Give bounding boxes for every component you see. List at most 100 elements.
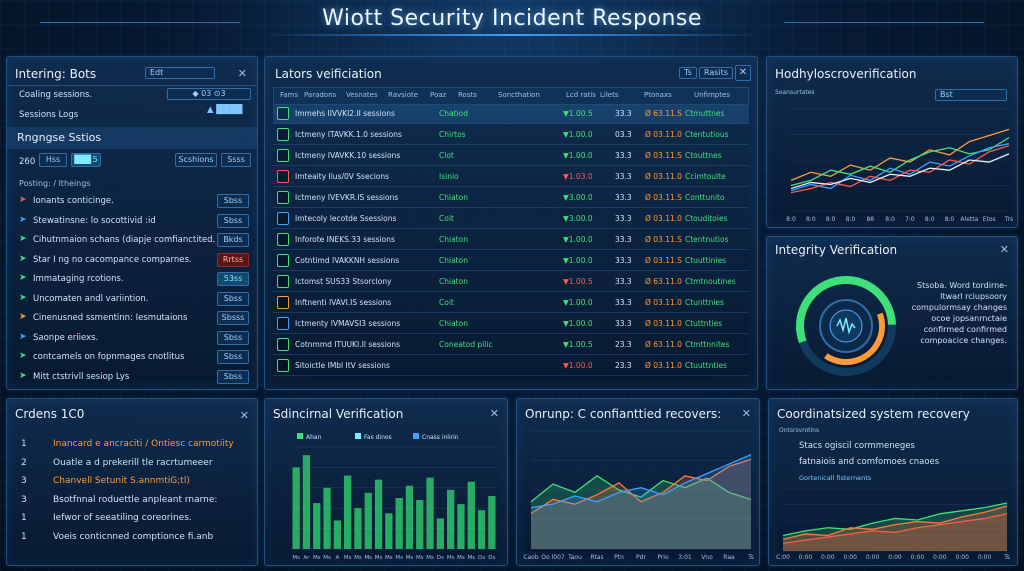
order-number: 3 (21, 494, 27, 505)
close-icon[interactable]: ✕ (741, 407, 751, 420)
item-action-button[interactable]: Sbss (217, 194, 249, 208)
item-action-button[interactable]: Sbss (217, 291, 249, 306)
cell-v3: Ø 03.11.S (645, 151, 682, 160)
cell-name: Inftnenti IVAVI.IS sessions (295, 298, 392, 307)
table-row[interactable]: Ictmeny ITAVKK.1.0 sessions Chirtos ▼1.00.… (273, 126, 749, 145)
table-row[interactable]: Imteaity Ilus/0V Ssecions Isinio ▼1.03.0 33… (273, 168, 749, 187)
series-area (783, 513, 1007, 551)
item-icon: ➤ (19, 253, 27, 264)
cell-v2: 33.3 (615, 172, 632, 181)
legend-swatch (355, 433, 361, 439)
column-header[interactable]: Vesnates (346, 91, 378, 99)
close-icon[interactable]: ✕ (999, 243, 1009, 256)
cell-tag: Ctunttnies (685, 298, 724, 307)
row-status-icon (277, 317, 289, 330)
close-icon[interactable]: ✕ (239, 409, 249, 422)
x-tick-label: 0:00 (933, 554, 947, 561)
row-status-icon (277, 275, 289, 288)
column-header[interactable]: Ptonaxs (644, 91, 672, 99)
filter-button-2[interactable]: ██▊5 (71, 153, 101, 167)
x-tick-label: Ms (416, 555, 424, 561)
ts-button[interactable]: Ts (679, 67, 697, 79)
column-header[interactable]: Unfimptes (694, 91, 730, 99)
item-action-button[interactable]: Sbss (217, 213, 249, 228)
row-status-icon (277, 107, 289, 120)
y-axis-label: Soansurtates (775, 89, 815, 96)
gauge-orange-arc (807, 287, 885, 365)
row-value-field[interactable]: ◆ 03 ⊙3 (167, 88, 251, 100)
bar (457, 504, 465, 549)
table-row[interactable]: Sitoictle IMbl ItV sessions ▼1.00.0 23.3 Ø … (273, 357, 749, 376)
row-label: Sessions Logs (19, 110, 79, 120)
bar (323, 487, 331, 549)
list-item: Uncomaten andl variintion. (33, 293, 149, 304)
item-action-button[interactable]: Sbsss (217, 311, 249, 325)
table-row[interactable]: Imtecoly Iecotde Ssessions Coit ▼3.00.0 33.… (273, 210, 749, 229)
chip-field[interactable]: Bst (935, 89, 1007, 101)
close-icon[interactable]: ✕ (735, 65, 751, 81)
cell-name: Immehs IIVVKI2.II sessions (295, 109, 395, 118)
cell-status: Chiaton (439, 235, 468, 244)
table-row[interactable]: Inftnenti IVAVI.IS sessions Coit ▼1.00.0 33… (273, 294, 749, 313)
column-header[interactable]: Fams (280, 91, 299, 99)
x-tick-label: Ms (323, 555, 331, 561)
order-item[interactable]: Voeis conticnned comptionce fi.anb (53, 531, 214, 542)
list-item: Saonpe eriiexs. (33, 332, 99, 343)
edit-button[interactable]: Edt (145, 67, 215, 79)
item-action-button[interactable]: Rrtss (217, 252, 249, 267)
close-icon[interactable]: ✕ (237, 67, 247, 80)
item-action-button[interactable]: Sbss (217, 330, 249, 345)
table-row[interactable]: Cotntimd IVAKKNH sessions Chiaton ▼1.00.0 3… (273, 252, 749, 271)
table-row[interactable]: Ictmeny IVEVKR.IS sessions Chiaton ▼3.00.0… (273, 189, 749, 208)
order-item[interactable]: Inancard e ancraciti / Ontiesc carmotiit… (53, 439, 234, 449)
table-row[interactable]: Cotnmmd ITUUKI.II sessions Coneatod pilic… (273, 336, 749, 355)
bar-chart: Ms Ar Ms Ms A Ms Ms Ms Ms Ms Ms Ms Ms Ms Ds Ms Ms Ms Ds DsA… (291, 433, 497, 561)
table-row[interactable]: Ictmenty IVMAVSI3 sessions Chiaton ▼1.00.0… (273, 315, 749, 334)
table-row[interactable]: Ictomst SUS33 Stsorclony Chiaton ▼1.00.5 33… (273, 273, 749, 292)
order-item[interactable]: Iefwor of seeatiling coreorines. (53, 513, 192, 523)
table-row[interactable]: Inforote INEKS.33 sessions Chiaton ▼1.00.0… (273, 231, 749, 250)
column-header[interactable]: Paradons (304, 91, 337, 99)
order-item[interactable]: Ouatle a d prekerill tle racrtumeeer (53, 457, 213, 468)
order-item[interactable]: Bsotfnnal roduettle anpleant rnarne: (53, 494, 218, 505)
cell-status: Chiaton (439, 256, 468, 265)
cell-status: Chatiod (439, 109, 468, 118)
close-icon[interactable]: ✕ (489, 407, 499, 420)
cell-v1: ▼1.00.5 (563, 109, 593, 118)
x-tick-label: 0:00 (911, 554, 925, 561)
cell-status: Coit (439, 298, 454, 307)
bar (467, 481, 475, 549)
column-header[interactable]: Soncthation (498, 91, 540, 99)
bar (354, 508, 362, 549)
cell-name: Sitoictle IMbl ItV sessions (295, 361, 390, 370)
column-header[interactable]: Lilets (600, 91, 619, 99)
results-button[interactable]: Rasits (699, 67, 733, 79)
row-status-icon (277, 170, 289, 183)
order-item[interactable]: Chanvell Setunit S.annmtiG;tl) (53, 476, 190, 486)
cell-name: Cotntimd IVAKKNH sessions (295, 256, 400, 265)
filter-button-3[interactable]: Scshions (175, 153, 217, 167)
x-tick-label: 3:01 (678, 554, 692, 561)
legend-swatch (413, 433, 419, 439)
filter-button-4[interactable]: Ssss (221, 153, 251, 167)
column-header[interactable]: Lcd ratis (566, 91, 596, 99)
cell-status: Coneatod pilic (439, 340, 493, 349)
order-number: 1 (21, 531, 27, 542)
cell-v1: ▼1.00.0 (563, 151, 593, 160)
cell-tag: Ctmuttnes (685, 109, 725, 118)
x-tick-label: Aletta (960, 216, 978, 223)
filter-button-1[interactable]: Hss (39, 153, 67, 167)
column-header[interactable]: Rosts (458, 91, 477, 99)
column-header[interactable]: Poaz (430, 91, 447, 99)
cell-v1: ▼1.00.0 (563, 361, 593, 370)
item-action-button[interactable]: Bkds (217, 233, 249, 247)
table-row[interactable]: Ictmeny IVAVKK.10 sessions Clot ▼1.00.0 33.… (273, 147, 749, 166)
item-action-button[interactable]: Sbss (217, 350, 249, 364)
item-action-button[interactable]: 53ss (217, 272, 249, 286)
column-header[interactable]: Ravsiote (388, 91, 419, 99)
table-row[interactable]: Immehs IIVVKI2.II sessions Chatiod ▼1.00.5… (273, 105, 749, 124)
item-icon: ➤ (19, 234, 27, 244)
cell-status: Chirtos (439, 130, 466, 139)
cell-v3: Ø 03.11.S (645, 256, 682, 265)
item-action-button[interactable]: Sbss (217, 369, 249, 384)
